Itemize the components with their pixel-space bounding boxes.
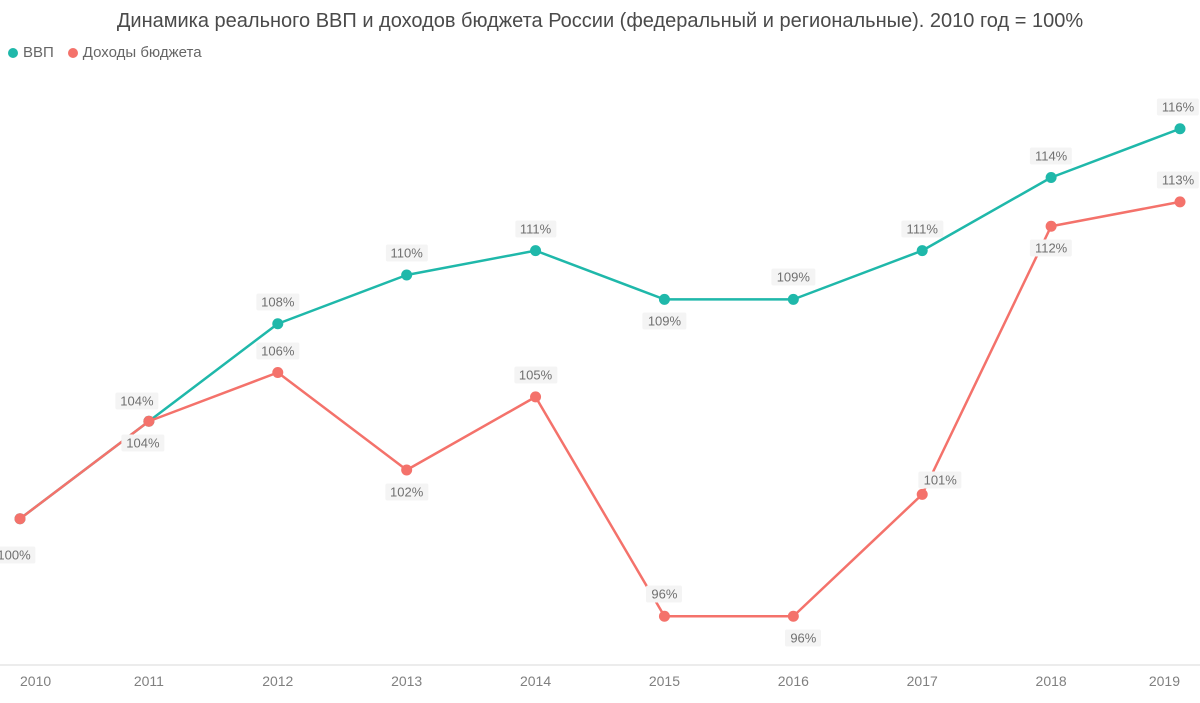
chart-plot [0, 0, 1200, 703]
series-marker-0-2 [272, 318, 283, 329]
data-label: 100% [0, 546, 36, 563]
x-axis-label-2019: 2019 [1149, 673, 1180, 689]
x-axis-label-2011: 2011 [134, 673, 164, 689]
series-marker-0-7 [917, 245, 928, 256]
data-label: 96% [646, 586, 682, 603]
series-marker-1-1 [143, 416, 154, 427]
series-line-0 [20, 129, 1180, 519]
data-label: 105% [514, 366, 557, 383]
data-label: 108% [256, 293, 299, 310]
series-marker-0-8 [1046, 172, 1057, 183]
x-axis-label-2016: 2016 [778, 673, 809, 689]
series-marker-1-7 [917, 489, 928, 500]
series-marker-0-5 [659, 294, 670, 305]
data-label: 113% [1157, 171, 1199, 188]
data-label: 104% [115, 393, 158, 410]
data-label: 112% [1030, 240, 1072, 257]
data-label: 111% [515, 220, 556, 237]
series-marker-1-8 [1046, 221, 1057, 232]
series-marker-1-4 [530, 391, 541, 402]
data-label: 104% [121, 435, 164, 452]
data-label: 109% [772, 269, 815, 286]
series-marker-0-4 [530, 245, 541, 256]
x-axis-label-2015: 2015 [649, 673, 680, 689]
x-axis-label-2012: 2012 [262, 673, 293, 689]
x-axis-label-2018: 2018 [1036, 673, 1067, 689]
x-axis-label-2014: 2014 [520, 673, 551, 689]
x-axis-label-2013: 2013 [391, 673, 422, 689]
series-marker-1-3 [401, 465, 412, 476]
data-label: 102% [385, 484, 428, 501]
series-marker-1-6 [788, 611, 799, 622]
series-line-1 [20, 202, 1180, 616]
data-label: 101% [919, 472, 962, 489]
data-label: 116% [1157, 98, 1199, 115]
data-label: 96% [785, 630, 821, 647]
data-label: 114% [1030, 147, 1072, 164]
data-label: 109% [643, 313, 686, 330]
series-marker-1-2 [272, 367, 283, 378]
series-marker-1-9 [1175, 196, 1186, 207]
series-marker-0-6 [788, 294, 799, 305]
data-label: 110% [386, 245, 428, 262]
data-label: 106% [256, 342, 299, 359]
series-marker-1-0 [15, 513, 26, 524]
x-axis-label-2010: 2010 [20, 673, 51, 689]
series-marker-0-9 [1175, 123, 1186, 134]
x-axis-label-2017: 2017 [907, 673, 938, 689]
data-label: 111% [902, 220, 943, 237]
series-marker-0-3 [401, 270, 412, 281]
series-marker-1-5 [659, 611, 670, 622]
